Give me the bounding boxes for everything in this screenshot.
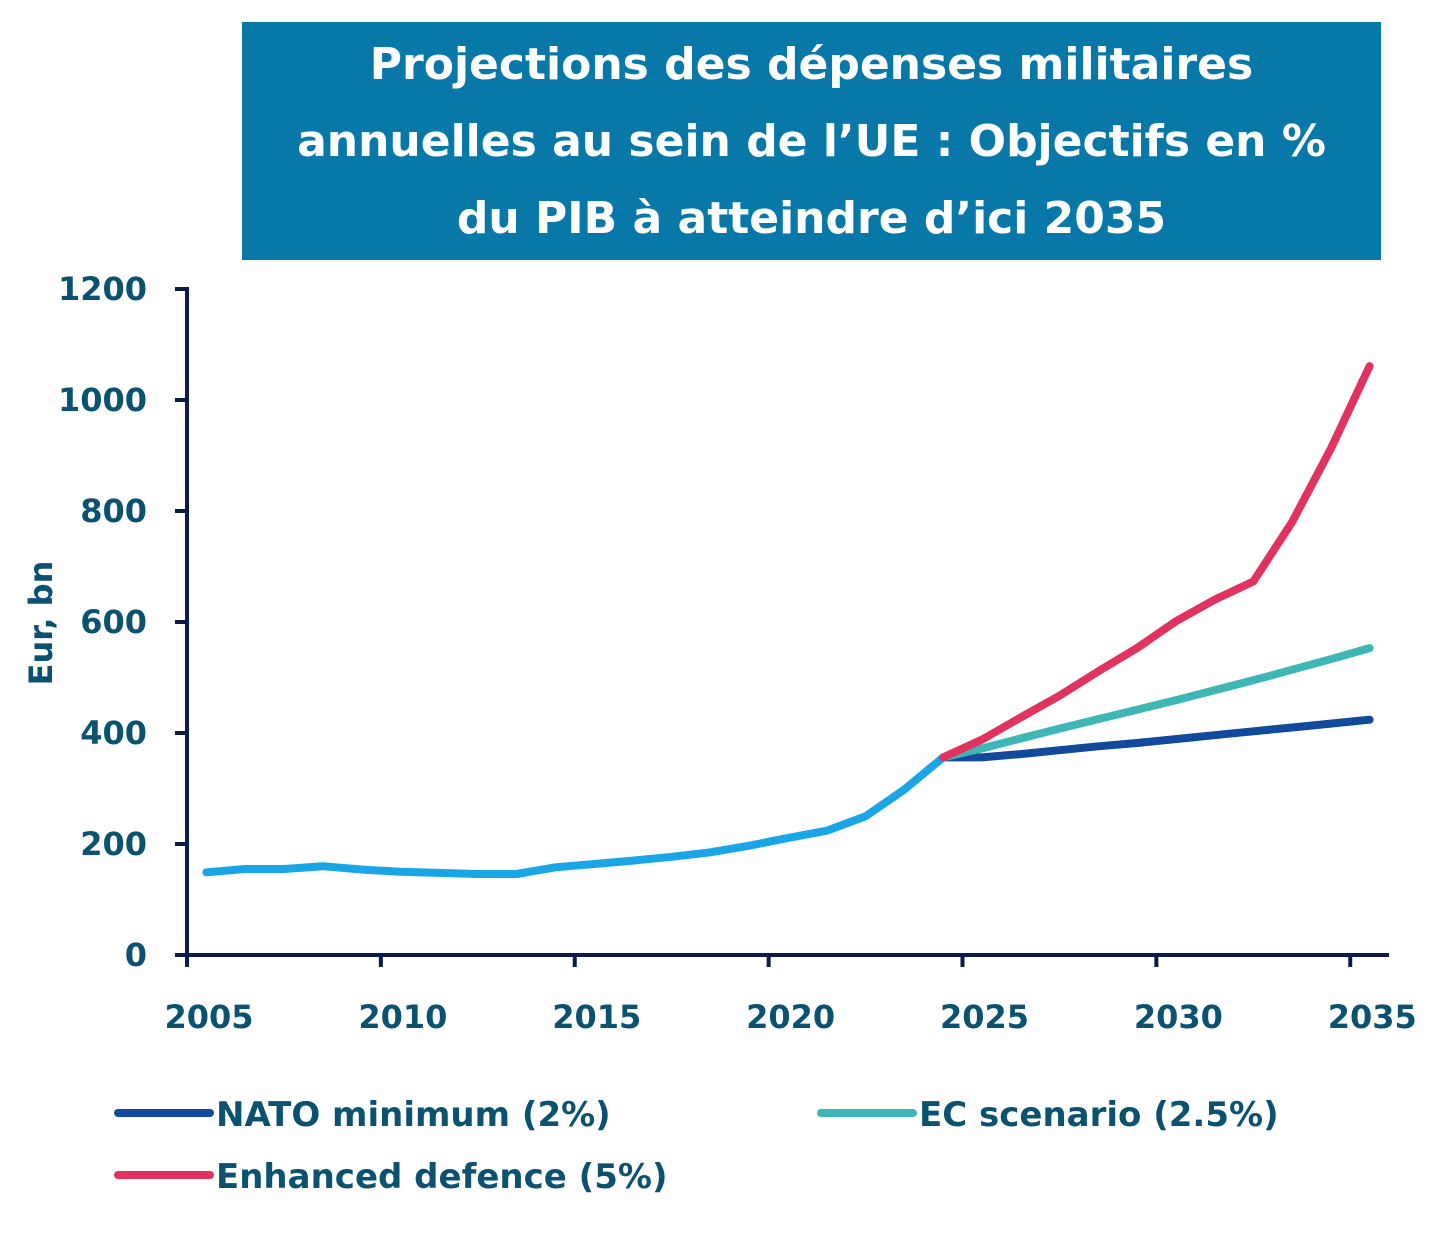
y-tick-label: 0 xyxy=(125,936,147,974)
title-line-3: du PIB à atteindre d’ici 2035 xyxy=(456,192,1167,244)
x-tick-label: 2015 xyxy=(552,998,641,1036)
y-tick-label: 1000 xyxy=(58,381,147,419)
x-tick-label: 2020 xyxy=(746,998,835,1036)
y-tick-label: 400 xyxy=(80,714,147,752)
legend-label-nato: NATO minimum (2%) xyxy=(216,1095,611,1135)
series-line-historical xyxy=(202,753,948,878)
series-layer xyxy=(202,362,1374,878)
y-tick-label: 600 xyxy=(80,603,147,641)
legend-label-ec: EC scenario (2.5%) xyxy=(919,1095,1279,1135)
title-line-2: annuelles au sein de l’UE : Objectifs en… xyxy=(297,115,1326,167)
series-line-nato-minimum-2 xyxy=(939,715,1374,762)
title-line-1: Projections des dépenses militaires xyxy=(369,38,1254,90)
series-line-ec-scenario-2-5 xyxy=(939,644,1374,762)
series-line-enhanced-defence-5 xyxy=(939,362,1374,762)
x-tick-label: 2005 xyxy=(164,998,253,1036)
x-tick-label: 2010 xyxy=(358,998,447,1036)
y-tick-label: 200 xyxy=(80,825,147,863)
x-tick-label: 2025 xyxy=(940,998,1029,1036)
y-axis-title: Eur, bn xyxy=(22,561,60,686)
y-tick-label: 800 xyxy=(80,492,147,530)
x-tick-label: 2030 xyxy=(1134,998,1223,1036)
chart-title: Projections des dépenses militaires annu… xyxy=(242,22,1381,260)
x-tick-label: 2035 xyxy=(1328,998,1417,1036)
legend: NATO minimum (2%) EC scenario (2.5%) Enh… xyxy=(114,1095,1279,1197)
legend-label-enhanced: Enhanced defence (5%) xyxy=(216,1157,667,1197)
y-tick-label: 1200 xyxy=(58,270,147,308)
axes: 0 200 400 600 800 1000 1200 2005 2010 2015 2020 202… xyxy=(58,270,1417,1036)
